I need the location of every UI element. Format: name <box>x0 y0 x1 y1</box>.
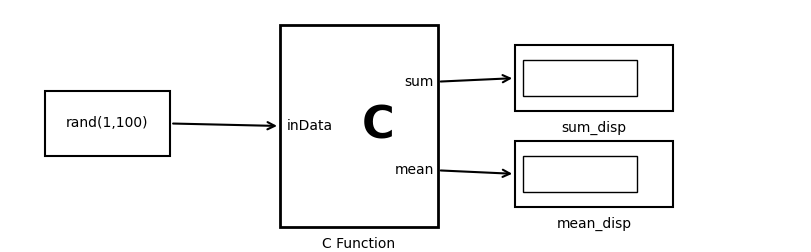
Bar <box>515 141 673 207</box>
Text: C: C <box>362 105 394 147</box>
Bar <box>515 45 673 111</box>
Text: C Function: C Function <box>322 237 396 251</box>
Text: mean_disp: mean_disp <box>556 217 632 231</box>
Text: sum: sum <box>405 75 434 89</box>
Bar <box>45 91 170 156</box>
Bar <box>523 156 637 192</box>
Text: inData: inData <box>286 119 333 133</box>
Text: rand(1,100): rand(1,100) <box>67 116 148 131</box>
Bar <box>280 25 438 227</box>
Bar <box>523 60 637 96</box>
Text: mean: mean <box>394 163 434 177</box>
Text: sum_disp: sum_disp <box>561 121 627 135</box>
